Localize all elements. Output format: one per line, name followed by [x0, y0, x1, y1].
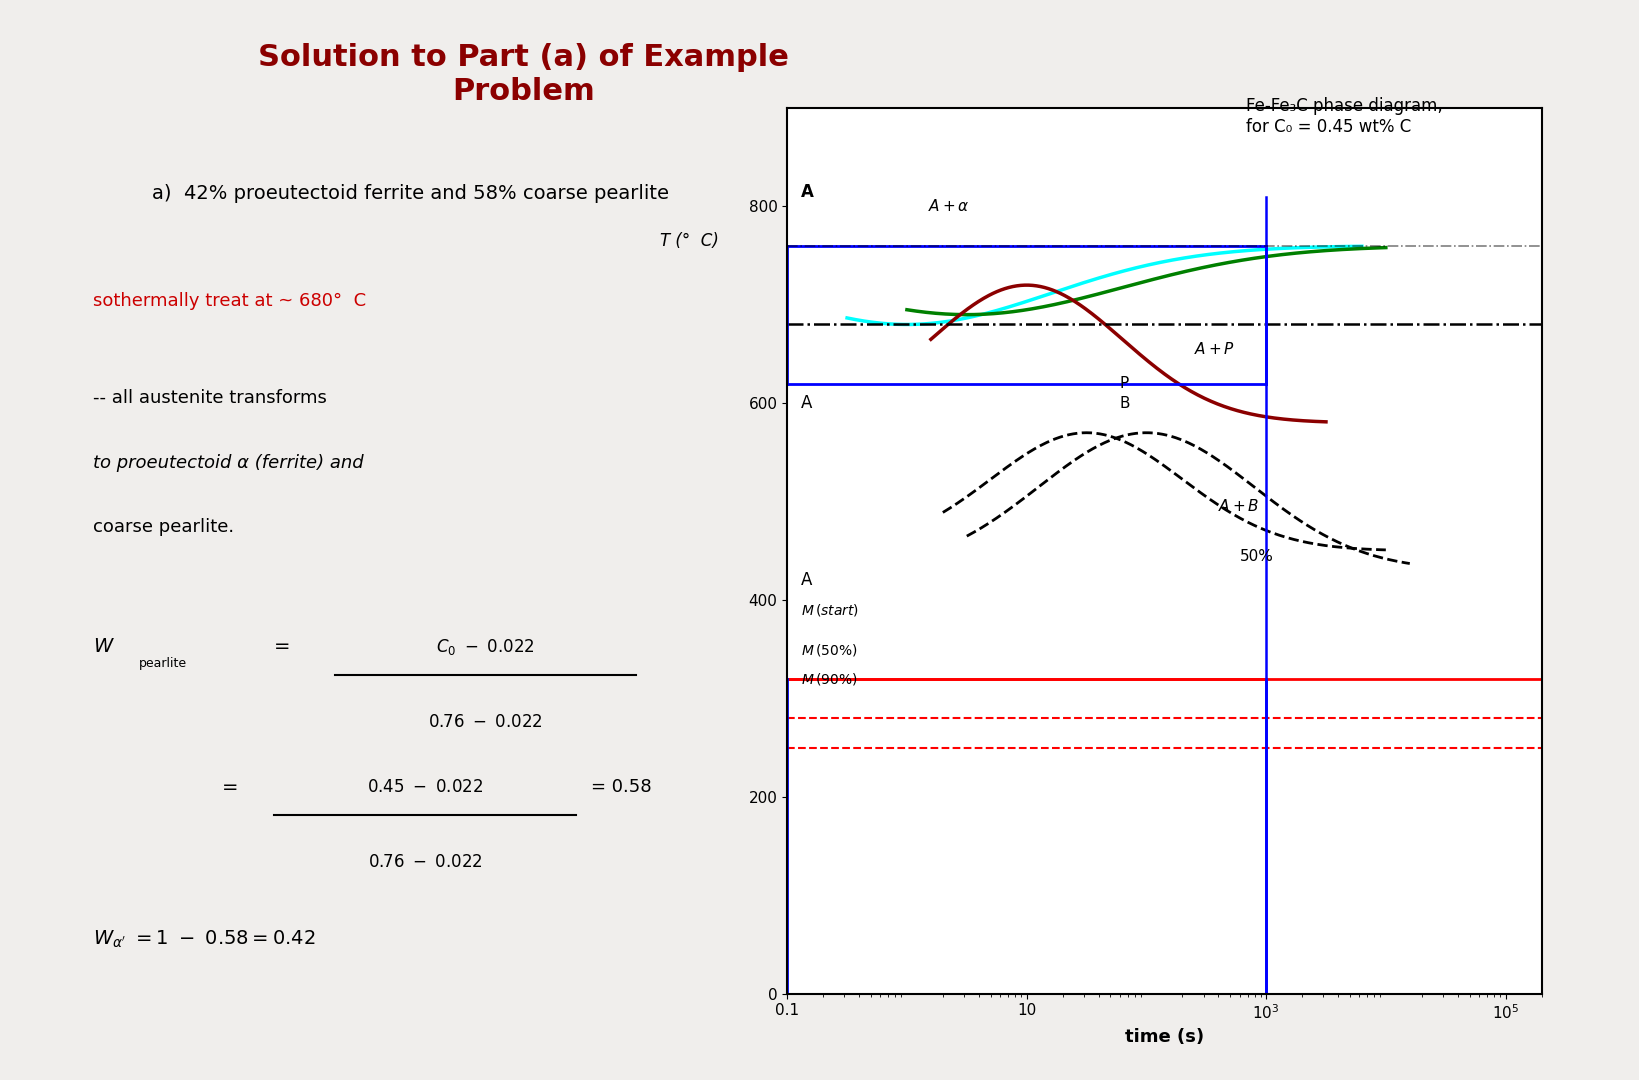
- Text: $C_0\ -\ 0.022$: $C_0\ -\ 0.022$: [436, 637, 534, 658]
- Text: $M\,(start)$: $M\,(start)$: [800, 603, 859, 618]
- Text: Solution to Part (a) of Example
Problem: Solution to Part (a) of Example Problem: [257, 43, 788, 106]
- Text: a)  42% proeutectoid ferrite and 58% coarse pearlite: a) 42% proeutectoid ferrite and 58% coar…: [151, 184, 669, 203]
- Text: $0.76\ -\ 0.022$: $0.76\ -\ 0.022$: [367, 853, 482, 872]
- Text: $0.76\ -\ 0.022$: $0.76\ -\ 0.022$: [428, 713, 543, 731]
- Text: pearlite: pearlite: [138, 657, 187, 670]
- Text: $A + \alpha$: $A + \alpha$: [928, 199, 969, 214]
- Text: $A + B$: $A + B$: [1218, 499, 1259, 514]
- Text: =: =: [274, 637, 290, 657]
- Text: -- all austenite transforms: -- all austenite transforms: [93, 389, 326, 407]
- Text: $M\,(50\%)$: $M\,(50\%)$: [800, 642, 857, 658]
- Text: A: A: [800, 183, 813, 201]
- Text: $M\,(90\%)$: $M\,(90\%)$: [800, 671, 857, 687]
- Text: sothermally treat at ~ 680°  C: sothermally treat at ~ 680° C: [93, 292, 365, 310]
- Text: B: B: [1119, 396, 1129, 411]
- Text: 50%: 50%: [1239, 549, 1272, 564]
- Text: $0.45\ -\ 0.022$: $0.45\ -\ 0.022$: [367, 778, 484, 796]
- Text: =: =: [221, 778, 238, 797]
- Text: P: P: [1119, 377, 1128, 391]
- Text: $A + P$: $A + P$: [1193, 341, 1234, 357]
- Text: Fe-Fe₃C phase diagram,
for C₀ = 0.45 wt% C: Fe-Fe₃C phase diagram, for C₀ = 0.45 wt%…: [1246, 97, 1442, 136]
- Text: A: A: [800, 394, 811, 413]
- Text: = 0.58: = 0.58: [590, 778, 651, 796]
- Text: $W_{\alpha'}\ = 1\ -\ 0.58 = 0.42$: $W_{\alpha'}\ = 1\ -\ 0.58 = 0.42$: [93, 929, 315, 950]
- Text: coarse pearlite.: coarse pearlite.: [93, 518, 234, 537]
- X-axis label: time (s): time (s): [1124, 1027, 1203, 1045]
- Text: A: A: [800, 571, 811, 590]
- Text: T (°  C): T (° C): [659, 232, 718, 249]
- Text: to proeutectoid α (ferrite) and: to proeutectoid α (ferrite) and: [93, 454, 364, 472]
- Text: $W$: $W$: [93, 637, 115, 657]
